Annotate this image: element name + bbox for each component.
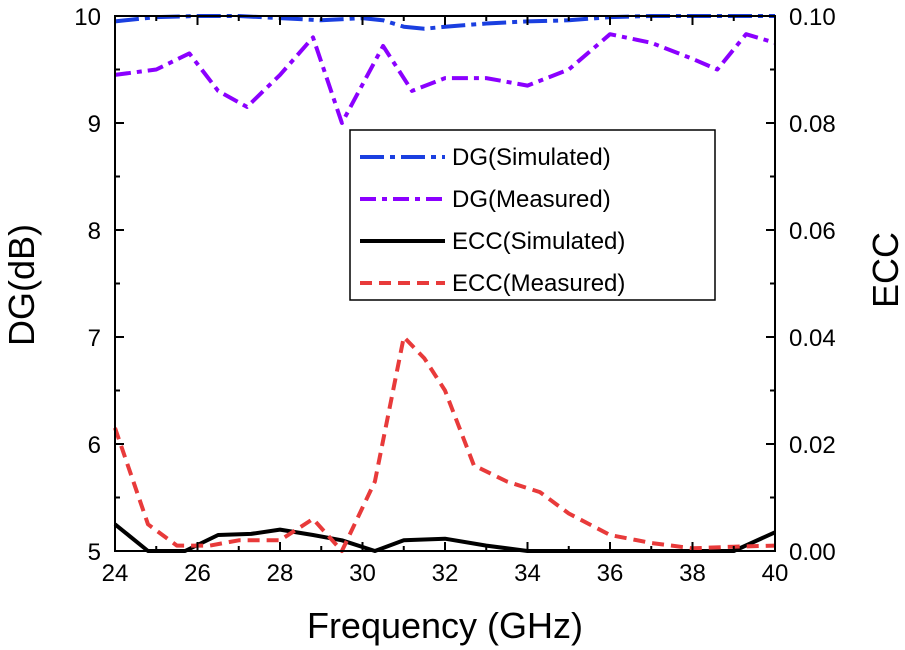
series-line-ecc-measured [113, 335, 776, 553]
y-left-tick-label: 9 [88, 111, 101, 138]
x-tick-label: 30 [349, 560, 376, 587]
y-left-tick-label: 8 [88, 218, 101, 245]
x-tick-label: 34 [514, 560, 541, 587]
x-tick-label: 24 [102, 560, 129, 587]
x-tick-label: 26 [184, 560, 211, 587]
legend-label-ecc-measured: ECC(Measured) [452, 270, 625, 297]
y-left-axis-title: DG(dB) [1, 224, 42, 346]
x-tick-label: 32 [432, 560, 459, 587]
y-left-tick-label: 10 [74, 4, 101, 31]
y-left-tick-label: 5 [88, 539, 101, 566]
ticks-layer: 24 26 28 30 32 34 36 38 40 5 6 7 8 9 10 0.00 0.02 0.04 0.0… [74, 4, 835, 587]
legend: DG(Simulated) DG(Measured) ECC(Simulated… [349, 129, 716, 301]
legend-label-dg-simulated: DG(Simulated) [452, 144, 611, 171]
series-line-dg-measured [114, 32, 776, 125]
x-tick-label: 36 [597, 560, 624, 587]
y-left-tick-label: 7 [88, 325, 101, 352]
y-right-axis-title: ECC [865, 232, 905, 308]
y-right-tick-label: 0.06 [789, 218, 836, 245]
y-right-tick-label: 0.02 [789, 432, 836, 459]
x-axis-title: Frequency (GHz) [307, 605, 583, 646]
legend-label-ecc-simulated: ECC(Simulated) [452, 228, 625, 255]
y-right-tick-label: 0.04 [789, 325, 836, 352]
y-right-tick-label: 0.08 [789, 111, 836, 138]
x-tick-label: 38 [679, 560, 706, 587]
y-left-tick-label: 6 [88, 432, 101, 459]
y-right-tick-label: 0.10 [789, 4, 836, 31]
legend-label-dg-measured: DG(Measured) [452, 186, 611, 213]
x-tick-label: 28 [267, 560, 294, 587]
y-right-tick-label: 0.00 [789, 539, 836, 566]
x-tick-label: 40 [762, 560, 789, 587]
